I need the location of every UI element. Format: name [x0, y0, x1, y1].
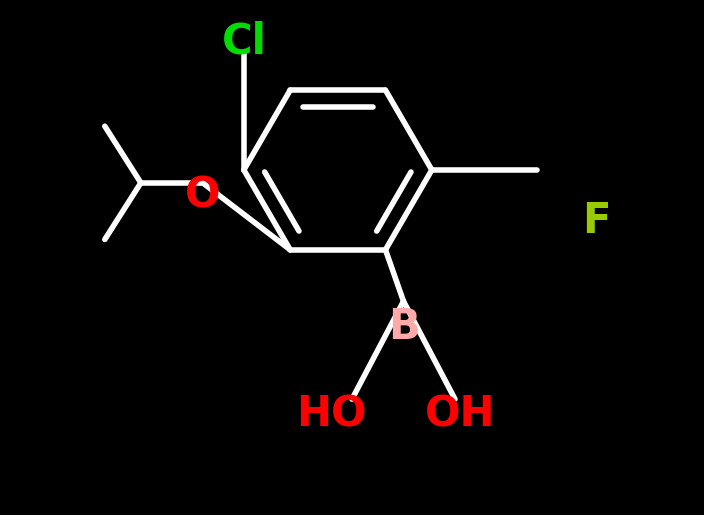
- Text: O: O: [185, 175, 220, 217]
- Text: HO: HO: [296, 393, 367, 436]
- Text: B: B: [388, 306, 420, 348]
- Text: Cl: Cl: [222, 20, 266, 62]
- Text: OH: OH: [425, 393, 496, 436]
- Text: F: F: [582, 200, 611, 243]
